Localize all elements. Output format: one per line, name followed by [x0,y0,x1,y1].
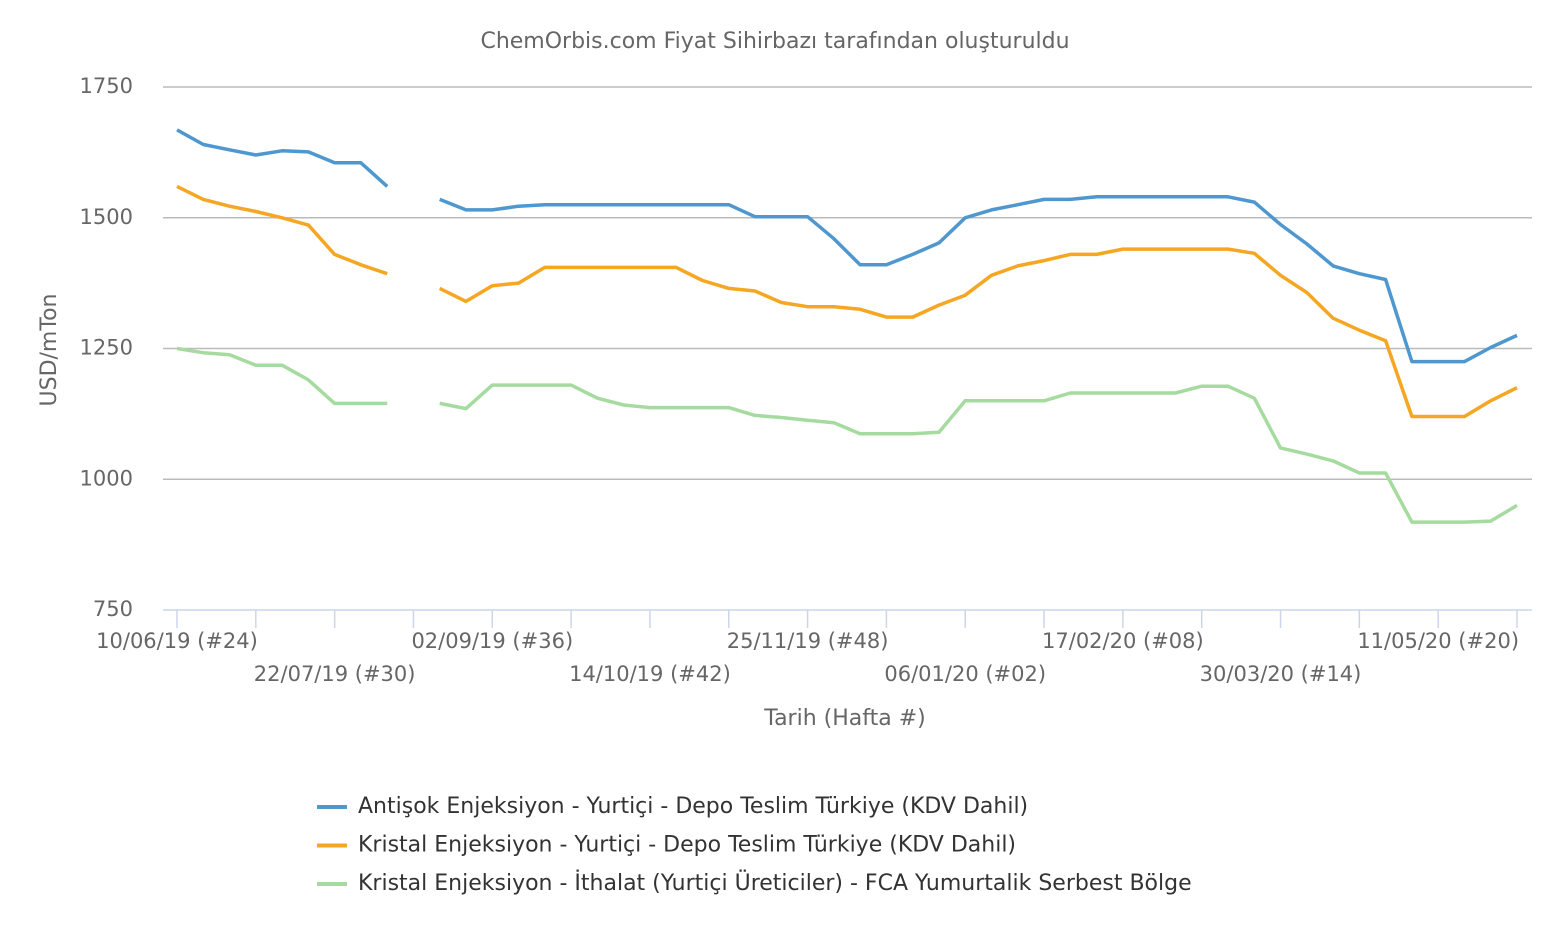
y-tick-label: 1750 [80,74,133,98]
series-line [439,195,1518,364]
x-tick-label: 02/09/19 (#36) [411,629,573,653]
y-tick-label: 750 [93,597,133,621]
legend-label: Kristal Enjeksiyon - Yurtiçi - Depo Tesl… [358,833,1016,858]
y-tick-label: 1500 [80,205,133,229]
x-tick-label: 17/02/20 (#08) [1042,629,1204,653]
x-tick-label: 22/07/19 (#30) [254,662,416,686]
legend-label: Antişok Enjeksiyon - Yurtiçi - Depo Tesl… [358,794,1028,819]
x-tick-label: 30/03/20 (#14) [1200,662,1362,686]
x-tick-label: 14/10/19 (#42) [569,662,731,686]
x-tick-label: 06/01/20 (#02) [884,662,1046,686]
series-line [438,247,1518,419]
legend-label: Kristal Enjeksiyon - İthalat (Yurtiçi Ür… [358,870,1192,896]
x-tick-label: 11/05/20 (#20) [1357,629,1519,653]
legend: Antişok Enjeksiyon - Yurtiçi - Depo Tesl… [317,794,1192,896]
series-line [176,128,389,188]
x-tick-label: 25/11/19 (#48) [727,629,889,653]
y-tick-label: 1250 [80,336,133,360]
x-tick-label: 10/06/19 (#24) [96,629,258,653]
y-tick-label: 1000 [80,466,133,490]
x-axis-title: Tarih (Hafta #) [763,706,925,731]
series-line [439,383,1518,524]
series-line [176,346,388,406]
series-line [176,184,388,276]
chart-title: ChemOrbis.com Fiyat Sihirbazı tarafından… [480,29,1069,54]
y-axis-title: USD/mTon [37,294,62,407]
